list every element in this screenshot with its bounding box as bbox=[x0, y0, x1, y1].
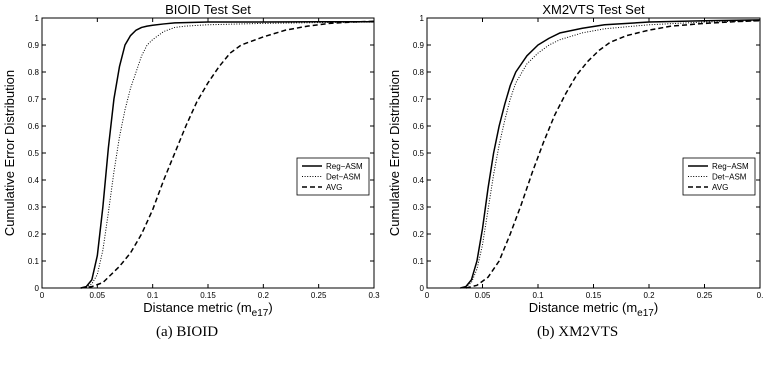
y-axis-label: Cumulative Error Distribution bbox=[2, 70, 17, 236]
y-tick-label: 0 bbox=[35, 284, 40, 293]
chart-bioid: 0 0.05 0.1 0.15 0.2 0.25 0.3 0 0.1 0.2 0.3 0.4 0.5 0.… bbox=[2, 2, 380, 319]
series-line-solid bbox=[460, 19, 761, 289]
y-tick-label: 1 bbox=[420, 14, 425, 23]
y-tick-label: 0.5 bbox=[413, 149, 425, 158]
legend-label: Reg−ASM bbox=[712, 162, 749, 171]
y-axis-label: Cumulative Error Distribution bbox=[387, 70, 402, 236]
x-tick-label: 0.2 bbox=[258, 291, 270, 300]
x-axis-label: Distance metric (me17) bbox=[529, 300, 658, 319]
y-tick-label: 0.2 bbox=[28, 230, 40, 239]
x-tick-label: 0 bbox=[425, 291, 430, 300]
plot-frame bbox=[426, 17, 761, 289]
y-tick-label: 0.7 bbox=[413, 95, 425, 104]
y-tick-label: 0.1 bbox=[28, 257, 40, 266]
x-tick-label: 0.15 bbox=[586, 291, 602, 300]
x-tick-label: 0.05 bbox=[475, 291, 491, 300]
series-line-dashed bbox=[80, 20, 375, 289]
y-tick-label: 0.8 bbox=[413, 68, 425, 77]
legend-label: Det−ASM bbox=[712, 173, 747, 182]
legend-box bbox=[296, 157, 370, 196]
x-tick-label: 0.1 bbox=[147, 291, 159, 300]
legend-label: AVG bbox=[712, 183, 728, 192]
series-line-dotted bbox=[460, 20, 761, 289]
y-tick-label: 0 bbox=[420, 284, 425, 293]
x-tick-label: 0.05 bbox=[90, 291, 106, 300]
y-tick-label: 1 bbox=[35, 14, 40, 23]
y-tick-label: 0.2 bbox=[413, 230, 425, 239]
series-line-solid bbox=[80, 21, 374, 289]
y-tick-label: 0.4 bbox=[413, 176, 425, 185]
x-tick-label: 0. bbox=[757, 291, 764, 300]
x-tick-label: 0.3 bbox=[368, 291, 380, 300]
y-tick-label: 0.3 bbox=[413, 203, 425, 212]
chart-title: XM2VTS Test Set bbox=[542, 2, 645, 17]
y-tick-label: 0.7 bbox=[28, 95, 40, 104]
y-tick-label: 0.8 bbox=[28, 68, 40, 77]
x-axis-label: Distance metric (me17) bbox=[143, 300, 272, 319]
y-tick-label: 0.4 bbox=[28, 176, 40, 185]
y-tick-label: 0.6 bbox=[413, 122, 425, 131]
x-tick-label: 0.25 bbox=[311, 291, 327, 300]
series-line-dotted bbox=[80, 21, 375, 289]
x-tick-label: 0.2 bbox=[643, 291, 655, 300]
legend-box bbox=[682, 157, 756, 196]
legend-label: AVG bbox=[326, 183, 342, 192]
plot-frame bbox=[41, 17, 375, 289]
x-tick-label: 0.1 bbox=[532, 291, 544, 300]
x-tick-label: 0 bbox=[40, 291, 45, 300]
y-tick-label: 0.9 bbox=[413, 41, 425, 50]
legend-label: Det−ASM bbox=[326, 173, 361, 182]
chart-title: BIOID Test Set bbox=[165, 2, 251, 17]
y-tick-label: 0.5 bbox=[28, 149, 40, 158]
y-tick-label: 0.6 bbox=[28, 122, 40, 131]
caption-bioid: (a) BIOID bbox=[156, 324, 219, 340]
y-tick-label: 0.3 bbox=[28, 203, 40, 212]
x-tick-label: 0.15 bbox=[200, 291, 216, 300]
x-tick-label: 0.25 bbox=[697, 291, 713, 300]
caption-xm2vts: (b) XM2VTS bbox=[537, 324, 619, 340]
y-tick-label: 0.1 bbox=[413, 257, 425, 266]
legend-label: Reg−ASM bbox=[326, 162, 363, 171]
series-line-dashed bbox=[465, 19, 761, 289]
y-tick-label: 0.9 bbox=[28, 41, 40, 50]
chart-xm2vts: 0 0.05 0.1 0.15 0.2 0.25 0. 0 0.1 0.2 0.3 0.4 0.5 0.6… bbox=[387, 2, 763, 319]
